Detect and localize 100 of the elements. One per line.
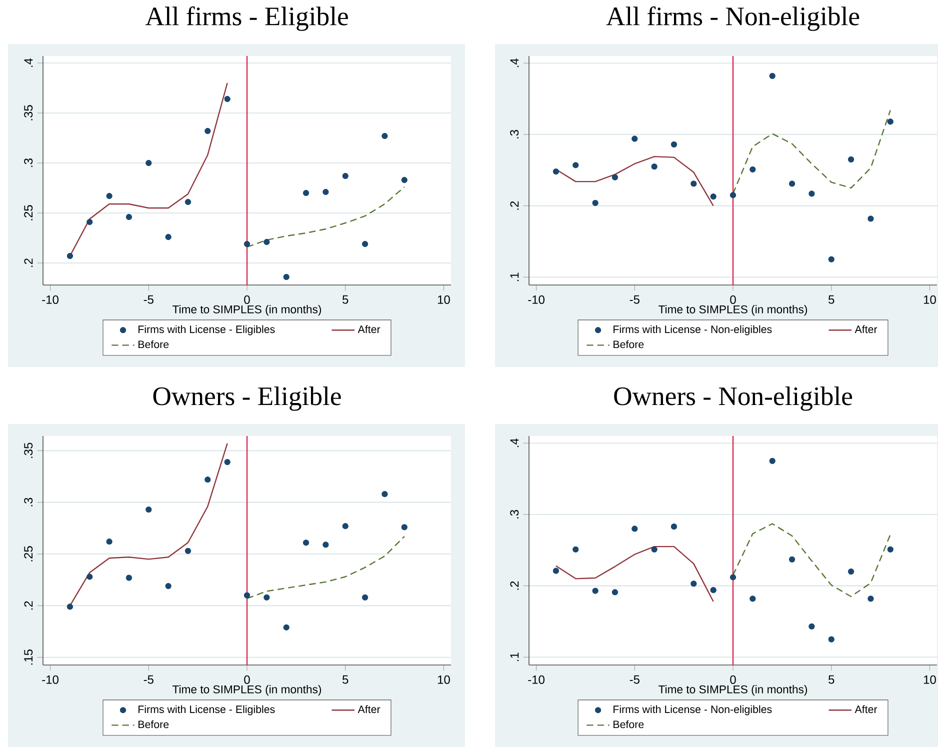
chart-title: Owners - Non-eligible bbox=[614, 386, 852, 411]
y-tick-label: .2 bbox=[510, 201, 519, 210]
y-tick-label: .1 bbox=[510, 272, 519, 282]
x-tick-label: -10 bbox=[42, 295, 58, 304]
point bbox=[632, 136, 638, 142]
point bbox=[552, 568, 560, 574]
point bbox=[362, 240, 368, 248]
x-tick-label: 10 bbox=[924, 675, 936, 684]
point bbox=[730, 574, 736, 580]
legend-label: Before bbox=[614, 340, 644, 348]
y-tick-label: .35 bbox=[24, 105, 33, 120]
x-tick-label: 0 bbox=[730, 295, 736, 304]
x-tick-label: 5 bbox=[342, 675, 348, 684]
legend-label: Firms with License - Eligibles bbox=[138, 325, 275, 336]
point bbox=[283, 274, 290, 280]
legend-label: After bbox=[854, 705, 878, 714]
point bbox=[887, 118, 894, 125]
point bbox=[572, 546, 579, 552]
y-tick-label: .25 bbox=[24, 546, 33, 562]
point bbox=[670, 141, 678, 148]
x-tick-label: -5 bbox=[630, 675, 640, 684]
y-tick-label: .25 bbox=[24, 205, 33, 220]
point bbox=[382, 132, 388, 140]
point bbox=[401, 524, 408, 530]
point bbox=[592, 200, 598, 206]
point bbox=[868, 596, 874, 602]
y-tick-label: .2 bbox=[510, 581, 519, 590]
point bbox=[572, 162, 579, 168]
point bbox=[244, 592, 250, 598]
point bbox=[264, 594, 270, 600]
x-axis-title: Time to SIMPLES (in months) bbox=[658, 685, 808, 696]
point bbox=[126, 214, 132, 220]
chart-title: All firms - Non-eligible bbox=[606, 6, 860, 31]
legend-label: After bbox=[358, 325, 380, 334]
point bbox=[165, 234, 172, 240]
x-tick-label: -5 bbox=[144, 675, 154, 684]
y-tick-label: .4 bbox=[24, 58, 33, 67]
x-axis-title: Time to SIMPLES (in months) bbox=[658, 305, 808, 316]
point bbox=[66, 604, 74, 610]
point bbox=[670, 524, 678, 530]
point bbox=[552, 168, 560, 175]
point bbox=[204, 128, 211, 134]
point bbox=[244, 240, 250, 248]
y-tick-label: .4 bbox=[510, 58, 519, 68]
x-tick-label: -5 bbox=[630, 295, 640, 304]
point bbox=[750, 166, 756, 172]
point bbox=[126, 574, 132, 581]
x-tick-label: 5 bbox=[828, 675, 834, 684]
point bbox=[808, 190, 815, 197]
point bbox=[362, 594, 368, 600]
point bbox=[283, 624, 290, 630]
x-tick-label: -10 bbox=[528, 675, 544, 684]
point bbox=[184, 548, 192, 554]
point bbox=[204, 476, 211, 483]
y-tick-label: .1 bbox=[510, 652, 519, 662]
point bbox=[868, 216, 874, 222]
point bbox=[106, 538, 112, 545]
legend-label: Firms with License - Non-eligibles bbox=[614, 325, 772, 336]
point bbox=[264, 238, 270, 246]
x-tick-label: 10 bbox=[438, 295, 450, 304]
point bbox=[710, 193, 716, 200]
point bbox=[651, 546, 658, 552]
point bbox=[146, 506, 152, 513]
point bbox=[651, 164, 658, 170]
point bbox=[592, 588, 598, 594]
legend-label: Firms with License - Eligibles bbox=[138, 705, 275, 716]
point bbox=[788, 556, 796, 562]
point bbox=[184, 198, 192, 206]
y-tick-label: .15 bbox=[24, 650, 33, 665]
point bbox=[769, 458, 776, 464]
chart-title: All firms - Eligible bbox=[145, 6, 348, 31]
legend-label: After bbox=[358, 705, 380, 714]
point bbox=[66, 252, 74, 260]
x-axis-title: Time to SIMPLES (in months) bbox=[172, 685, 322, 696]
point bbox=[848, 156, 854, 163]
point bbox=[632, 526, 638, 532]
point bbox=[322, 188, 329, 196]
x-tick-label: -10 bbox=[42, 675, 58, 684]
point bbox=[769, 72, 776, 80]
legend-label: Before bbox=[614, 720, 644, 728]
point bbox=[808, 623, 815, 630]
point bbox=[342, 523, 348, 530]
point bbox=[165, 582, 172, 590]
x-tick-label: 5 bbox=[342, 295, 348, 304]
x-axis-title: Time to SIMPLES (in months) bbox=[172, 305, 322, 316]
x-tick-label: 10 bbox=[924, 295, 936, 304]
point bbox=[342, 172, 348, 180]
y-tick-label: .3 bbox=[24, 498, 33, 506]
point bbox=[828, 256, 834, 262]
point bbox=[690, 580, 697, 587]
y-tick-label: .2 bbox=[24, 258, 33, 267]
x-tick-label: 0 bbox=[730, 675, 736, 684]
point bbox=[612, 174, 618, 180]
legend-label: After bbox=[854, 325, 878, 334]
point bbox=[887, 546, 894, 552]
x-tick-label: 0 bbox=[244, 295, 250, 304]
x-tick-label: 0 bbox=[244, 675, 250, 684]
point bbox=[730, 192, 736, 198]
point bbox=[848, 568, 854, 575]
point bbox=[401, 176, 408, 184]
